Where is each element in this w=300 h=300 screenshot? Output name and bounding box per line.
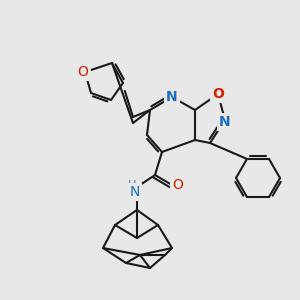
Text: O: O [172, 178, 183, 192]
Text: O: O [212, 87, 224, 101]
Text: N: N [130, 185, 140, 199]
Text: N: N [219, 115, 231, 129]
Text: O: O [78, 65, 88, 79]
Text: H: H [128, 180, 136, 190]
Text: N: N [166, 90, 178, 104]
